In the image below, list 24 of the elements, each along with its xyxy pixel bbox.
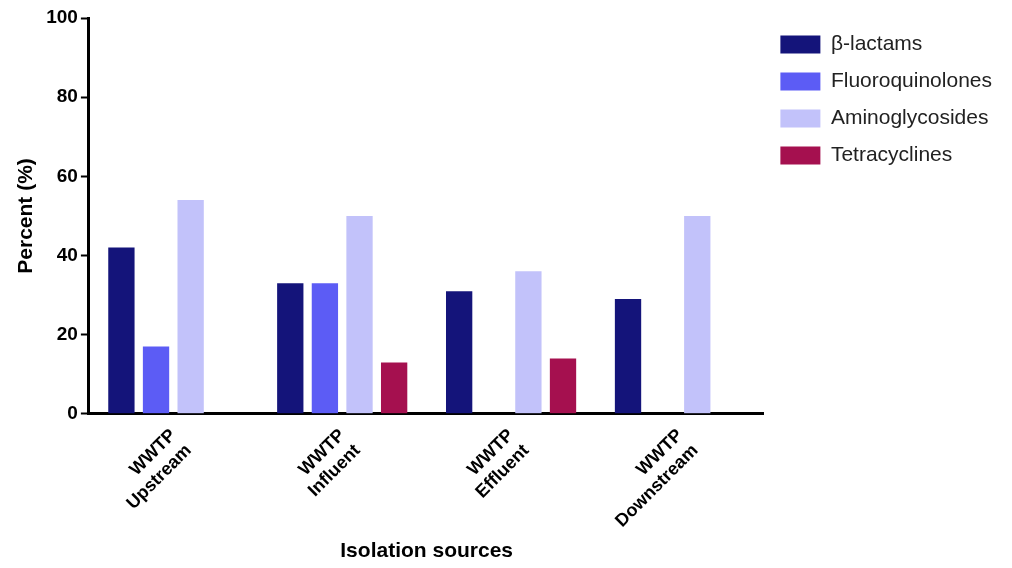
legend-label: Fluoroquinolones bbox=[830, 68, 992, 92]
y-tick-label: 100 bbox=[46, 6, 78, 28]
bar bbox=[380, 362, 408, 414]
bar bbox=[142, 346, 170, 414]
bar bbox=[446, 291, 473, 414]
x-axis-title: Isolation sources bbox=[340, 538, 514, 562]
y-tick-label: 80 bbox=[56, 85, 78, 107]
y-axis-title: Percent (%) bbox=[13, 158, 37, 274]
bar bbox=[177, 200, 204, 414]
bar bbox=[277, 283, 304, 414]
bar bbox=[549, 358, 577, 414]
bar bbox=[346, 215, 373, 414]
y-tick-label: 0 bbox=[67, 402, 78, 424]
legend-label: Tetracyclines bbox=[830, 142, 953, 166]
bar bbox=[108, 247, 135, 414]
bar bbox=[614, 299, 642, 414]
y-tick-label: 20 bbox=[56, 322, 78, 344]
y-tick-label: 40 bbox=[56, 243, 78, 265]
legend-label: β-lactams bbox=[830, 31, 923, 55]
bar bbox=[515, 271, 542, 414]
bar bbox=[684, 215, 711, 414]
legend-label: Aminoglycosides bbox=[830, 105, 989, 129]
bar bbox=[311, 283, 339, 414]
y-tick-label: 60 bbox=[56, 164, 78, 186]
